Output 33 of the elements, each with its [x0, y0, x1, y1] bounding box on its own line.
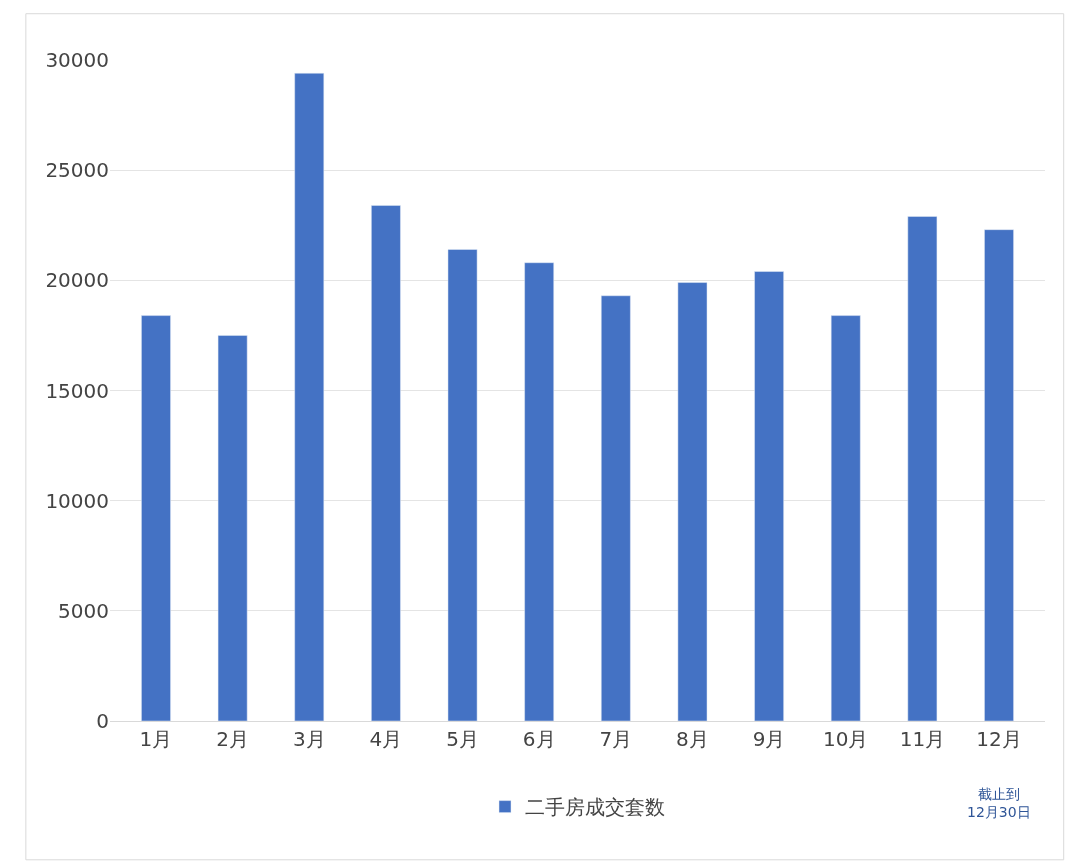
y-tick-label: 25000: [45, 158, 109, 183]
bar: [217, 335, 248, 721]
x-tick-label: 4月: [369, 727, 403, 751]
x-tick-label: 1月: [139, 727, 173, 751]
text: 截止到 12月30日: [967, 786, 1031, 821]
bar: [371, 205, 401, 721]
bar: [141, 315, 171, 721]
bar: [294, 72, 325, 721]
x-tick-label: 8月: [676, 727, 709, 751]
legend-label: 二手房成交套数: [525, 795, 665, 820]
x-tick-label: 11月: [899, 727, 946, 751]
bar: [447, 249, 478, 721]
y-tick-label: 15000: [45, 378, 109, 403]
y-tick-label: 0: [96, 709, 109, 733]
bar: [830, 315, 861, 721]
x-tick-label: 12月: [976, 727, 1022, 751]
bar: [601, 295, 631, 721]
x-tick-label: 3月: [292, 727, 326, 751]
bar: [984, 229, 1014, 721]
bar: [677, 282, 708, 721]
bar: [524, 262, 554, 721]
y-tick-label: 10000: [45, 488, 109, 513]
x-tick-label: 9月: [752, 727, 786, 751]
x-tick-label: 10月: [823, 727, 869, 751]
bar: [907, 216, 938, 721]
x-tick-label: 7月: [599, 727, 633, 751]
y-tick-label: 5000: [58, 598, 109, 623]
x-tick-label: 2月: [216, 727, 249, 751]
x-tick-label: 6月: [522, 727, 556, 751]
x-tick-label: 5月: [446, 727, 479, 751]
y-tick-label: 30000: [45, 48, 109, 72]
bar: [754, 271, 784, 721]
y-tick-label: 20000: [45, 268, 109, 293]
